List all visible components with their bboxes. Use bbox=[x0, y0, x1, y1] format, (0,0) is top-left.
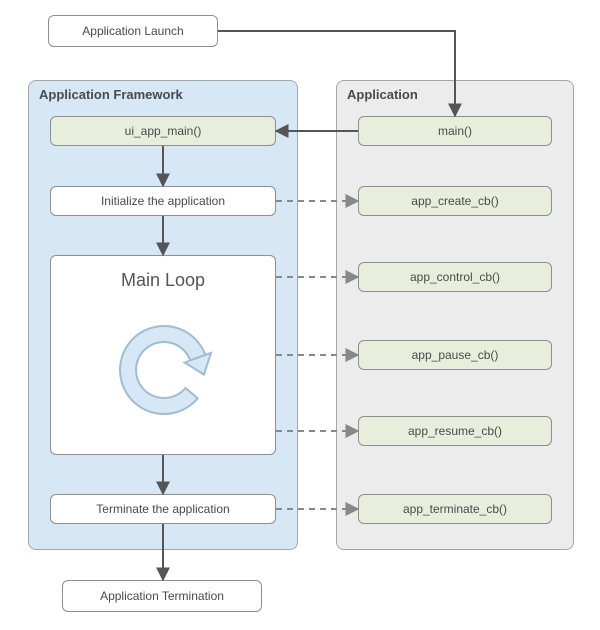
label-initialize: Initialize the application bbox=[101, 194, 225, 208]
node-app-create-cb: app_create_cb() bbox=[358, 186, 552, 216]
label-app-create-cb: app_create_cb() bbox=[411, 194, 498, 208]
node-main: main() bbox=[358, 116, 552, 146]
label-app-pause-cb: app_pause_cb() bbox=[412, 348, 499, 362]
node-app-pause-cb: app_pause_cb() bbox=[358, 340, 552, 370]
label-app-control-cb: app_control_cb() bbox=[410, 270, 500, 284]
node-application-launch: Application Launch bbox=[48, 15, 218, 47]
node-terminate: Terminate the application bbox=[50, 494, 276, 524]
label-main-loop: Main Loop bbox=[51, 270, 275, 291]
diagram-canvas: Application Framework Application Applic… bbox=[0, 0, 600, 630]
node-app-control-cb: app_control_cb() bbox=[358, 262, 552, 292]
node-main-loop: Main Loop bbox=[50, 255, 276, 455]
label-app-resume-cb: app_resume_cb() bbox=[408, 424, 502, 438]
label-app-terminate-cb: app_terminate_cb() bbox=[403, 502, 507, 516]
node-app-terminate-cb: app_terminate_cb() bbox=[358, 494, 552, 524]
panel-title-application: Application bbox=[347, 87, 418, 102]
panel-application: Application bbox=[336, 80, 574, 550]
label-application-launch: Application Launch bbox=[82, 24, 183, 38]
label-application-termination: Application Termination bbox=[100, 589, 224, 603]
panel-title-framework: Application Framework bbox=[39, 87, 183, 102]
label-main: main() bbox=[438, 124, 472, 138]
node-ui-app-main: ui_app_main() bbox=[50, 116, 276, 146]
node-application-termination: Application Termination bbox=[62, 580, 262, 612]
node-app-resume-cb: app_resume_cb() bbox=[358, 416, 552, 446]
node-initialize: Initialize the application bbox=[50, 186, 276, 216]
label-terminate: Terminate the application bbox=[96, 502, 229, 516]
label-ui-app-main: ui_app_main() bbox=[125, 124, 202, 138]
